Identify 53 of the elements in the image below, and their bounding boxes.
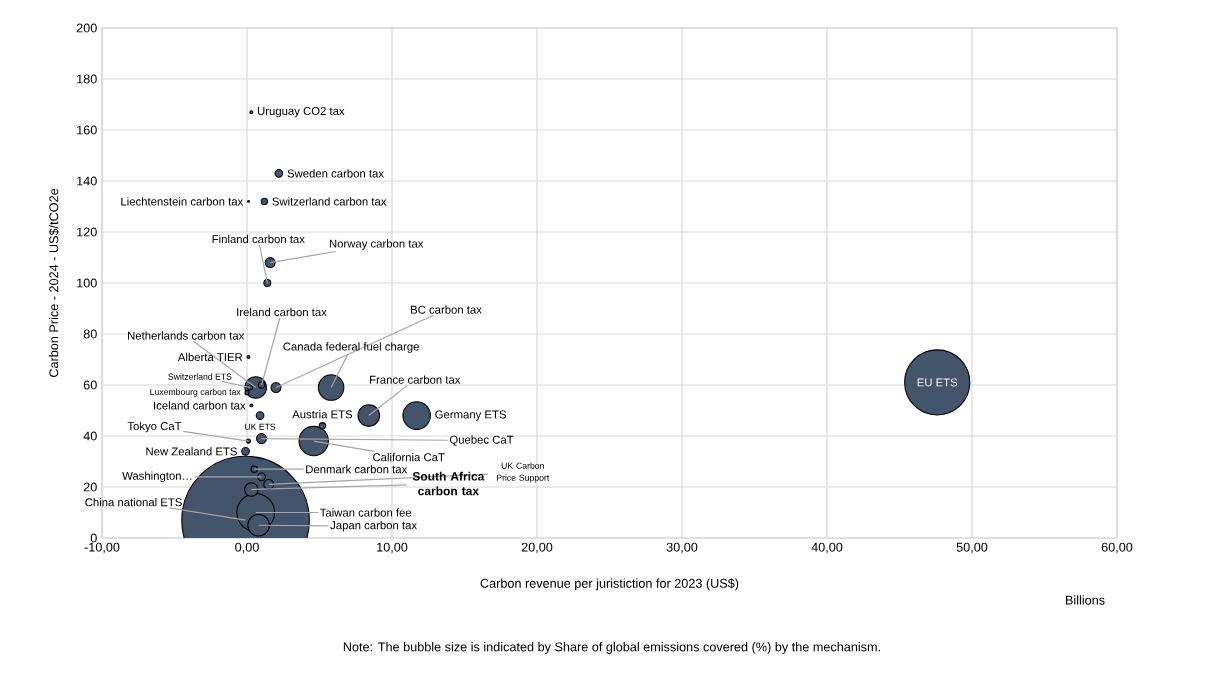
y-tick-label: 200: [76, 23, 97, 33]
y-tick-label: 0: [90, 533, 97, 543]
x-tick-label: 40,00: [811, 542, 843, 554]
y-tick-label: 80: [83, 329, 97, 339]
annotation: Washington…: [122, 471, 192, 483]
y-axis-title: Carbon Price - 2024 - US$/tCO2e: [48, 188, 60, 378]
annotation: BC carbon tax: [411, 305, 482, 314]
annotation: New Zealand ETS: [146, 447, 237, 456]
annotation: Iceland carbon tax: [154, 401, 246, 410]
annotation: Uruguay CO2 tax: [257, 107, 345, 118]
y-tick-label: 60: [83, 380, 97, 390]
annotation: China national ETS: [85, 497, 182, 507]
annotation: Sweden carbon tax: [287, 169, 384, 178]
annotation: Liechtenstein carbon tax: [121, 197, 244, 206]
annotation: Switzerland ETS: [168, 373, 232, 380]
annotation: Ireland carbon tax: [237, 307, 327, 317]
annotation: Luxembourg carbon tax: [150, 388, 241, 397]
annotation: Tokyo CaT: [127, 421, 182, 433]
annotation: Taiwan carbon fee: [319, 508, 412, 517]
x-tick-label: 0,00: [235, 542, 259, 554]
y-tick-label: 20: [83, 482, 97, 492]
x-tick-label: 10,00: [377, 542, 408, 554]
annotation: UK Carbon Price Support: [496, 462, 550, 483]
annotation: Denmark carbon tax: [306, 464, 408, 474]
annotation: Germany ETS: [435, 410, 506, 421]
y-tick-label: 120: [77, 227, 97, 237]
y-tick-label: 180: [77, 74, 97, 84]
annotation: South Africa carbon tax: [412, 471, 485, 496]
x-tick-label: 20,00: [521, 542, 553, 554]
annotation: Switzerland carbon tax: [272, 197, 387, 206]
annotation: Netherlands carbon tax: [128, 331, 245, 340]
x-tick-label: -10,00: [84, 542, 120, 554]
annotation: Finland carbon tax: [212, 234, 305, 244]
y-tick-label: 140: [77, 176, 97, 186]
annotation: France carbon tax: [370, 375, 461, 384]
annotation: Austria ETS: [292, 410, 353, 419]
text: Billions: [1065, 595, 1105, 605]
annotation: Japan carbon tax: [330, 520, 417, 532]
annotation: EU ETS: [917, 378, 958, 387]
annotation: Alberta TIER: [177, 352, 243, 362]
annotation: California CaT: [373, 452, 445, 462]
annotation: Norway carbon tax: [329, 239, 424, 250]
y-tick-label: 40: [83, 431, 97, 441]
x-tick-label: 30,00: [666, 542, 698, 554]
annotation: Quebec CaT: [449, 435, 514, 446]
annotation: Canada federal fuel charge: [283, 342, 419, 353]
y-tick-label: 100: [77, 278, 97, 288]
x-tick-label: 50,00: [956, 542, 988, 554]
annotation: UK ETS: [245, 423, 276, 430]
y-tick-label: 160: [77, 125, 97, 135]
x-axis-title: Carbon revenue per juristiction for 2023 (US$): [480, 578, 739, 591]
x-tick-label: 60,00: [1101, 542, 1133, 554]
text: Note: The bubble size is indicated by Share of global emissions covered (%) by the mechanism.: [343, 642, 880, 654]
